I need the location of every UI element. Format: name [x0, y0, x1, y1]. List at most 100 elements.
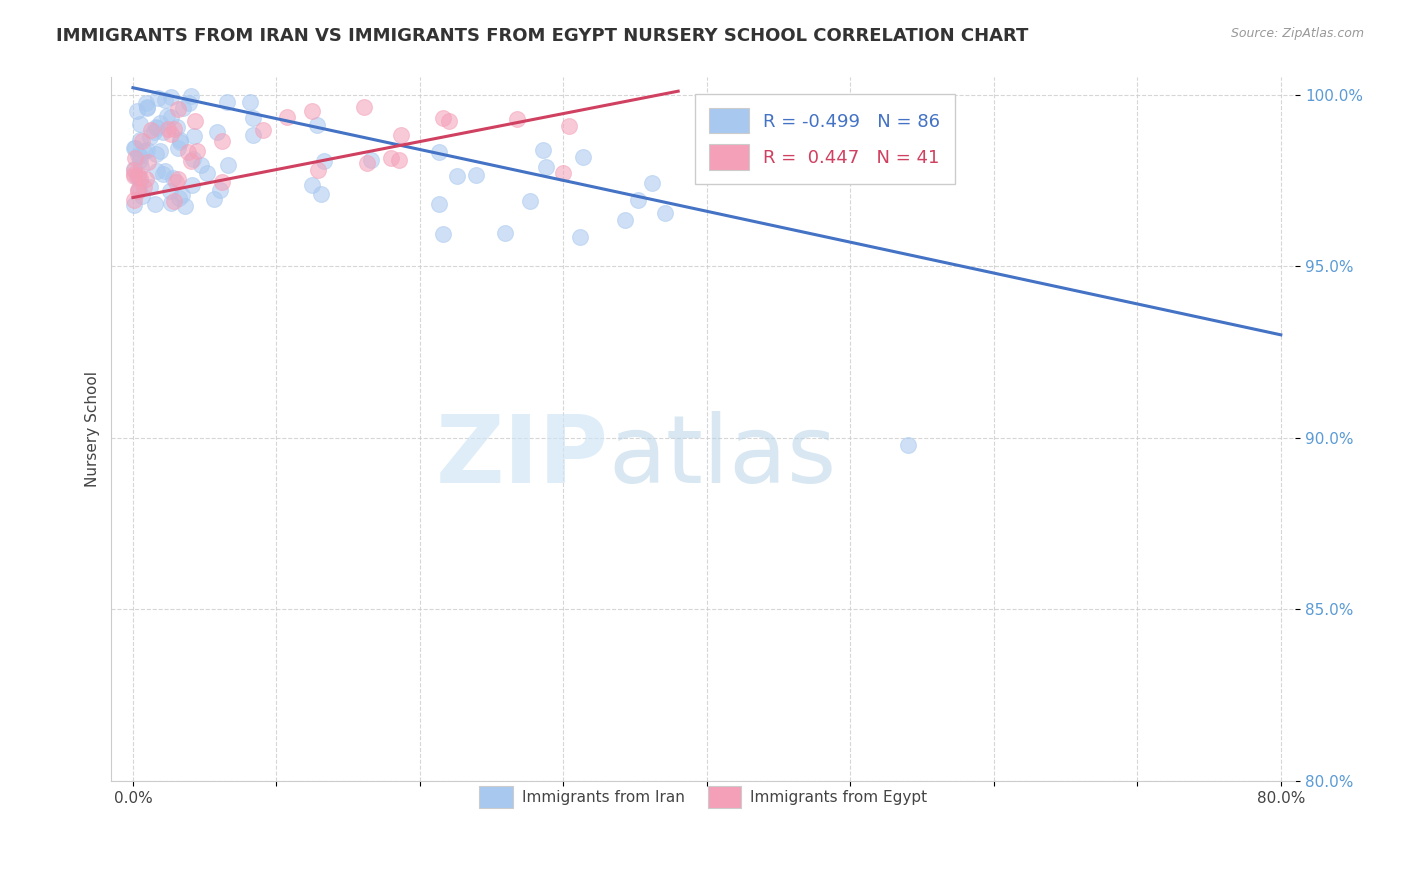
Point [558, 120, 581, 134]
Point [572, 150, 595, 164]
Point [145, 120, 167, 135]
Y-axis label: Nursery School: Nursery School [86, 371, 100, 487]
Point [124, 162, 146, 177]
Point [531, 143, 554, 157]
Point [124, 151, 146, 165]
Point [163, 194, 186, 208]
Point [205, 125, 228, 139]
Point [135, 172, 157, 186]
Point [388, 153, 411, 167]
Point [136, 154, 159, 169]
Text: IMMIGRANTS FROM IRAN VS IMMIGRANTS FROM EGYPT NURSERY SCHOOL CORRELATION CHART: IMMIGRANTS FROM IRAN VS IMMIGRANTS FROM … [56, 27, 1029, 45]
Point [427, 145, 450, 160]
Point [159, 127, 181, 141]
Point [217, 95, 239, 109]
Point [128, 149, 150, 163]
Point [159, 184, 181, 198]
Point [506, 112, 529, 127]
Point [252, 122, 274, 136]
Point [160, 90, 183, 104]
Point [145, 146, 167, 161]
Point [181, 178, 204, 192]
Point [569, 229, 592, 244]
Point [195, 166, 218, 180]
Point [163, 122, 186, 136]
Point [242, 111, 264, 125]
Point [136, 101, 159, 115]
Point [183, 129, 205, 144]
Point [152, 167, 174, 181]
Point [641, 176, 664, 190]
Point [177, 95, 200, 110]
Point [614, 213, 637, 227]
Point [465, 168, 488, 182]
Point [127, 169, 149, 183]
Point [131, 189, 153, 203]
Point [135, 96, 157, 111]
Point [139, 122, 162, 136]
Point [519, 194, 541, 208]
Point [534, 160, 557, 174]
Point [124, 161, 146, 176]
Point [181, 153, 204, 167]
Point [380, 151, 402, 165]
Point [360, 153, 382, 167]
Point [172, 102, 194, 116]
Point [183, 114, 205, 128]
Point [432, 111, 454, 125]
Point [124, 198, 146, 212]
Point [174, 199, 197, 213]
Point [180, 88, 202, 103]
Point [211, 175, 233, 189]
Point [124, 167, 146, 181]
Point [314, 154, 336, 169]
Text: atlas: atlas [609, 411, 837, 503]
Point [146, 91, 169, 105]
Point [897, 437, 920, 451]
Point [129, 160, 152, 174]
Point [446, 169, 468, 184]
Point [211, 134, 233, 148]
Point [139, 129, 162, 144]
Point [202, 193, 225, 207]
Point [427, 197, 450, 211]
Point [307, 163, 329, 178]
Point [180, 154, 202, 169]
Point [129, 117, 152, 131]
Point [124, 169, 146, 184]
Point [186, 145, 208, 159]
Point [167, 102, 190, 116]
Point [129, 132, 152, 146]
Point [127, 183, 149, 197]
Point [155, 164, 177, 178]
Point [142, 125, 165, 139]
Point [301, 178, 323, 192]
Point [309, 187, 332, 202]
Point [128, 153, 150, 167]
Point [242, 128, 264, 142]
Point [125, 104, 148, 119]
Point [146, 164, 169, 178]
Point [146, 121, 169, 136]
Point [239, 95, 262, 109]
Point [139, 180, 162, 194]
Point [132, 144, 155, 158]
Point [143, 197, 166, 211]
Point [432, 227, 454, 241]
Point [127, 184, 149, 198]
Point [356, 156, 378, 170]
Point [135, 143, 157, 157]
Point [132, 180, 155, 194]
Point [149, 144, 172, 158]
Point [177, 145, 200, 159]
Text: Source: ZipAtlas.com: Source: ZipAtlas.com [1230, 27, 1364, 40]
Point [172, 188, 194, 202]
Point [155, 93, 177, 107]
Point [167, 191, 190, 205]
Point [389, 128, 412, 142]
Point [160, 110, 183, 124]
Point [169, 133, 191, 147]
Point [167, 141, 190, 155]
Point [124, 193, 146, 207]
Point [156, 109, 179, 123]
